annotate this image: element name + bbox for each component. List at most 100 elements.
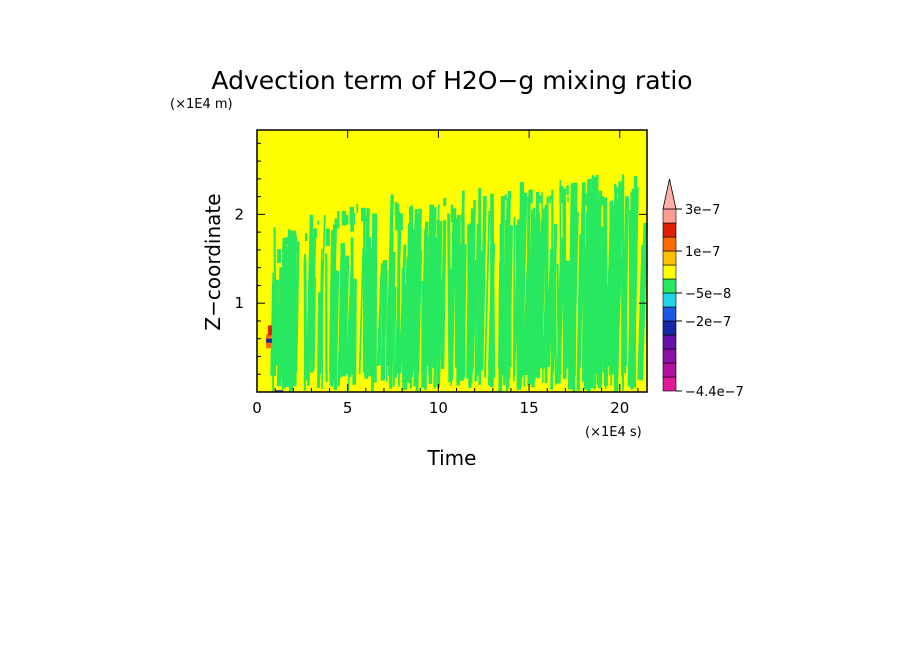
heatmap-streak [584,212,589,375]
heatmap-streak [333,270,340,390]
heatmap-streak [541,191,544,383]
heatmap-streak [347,257,354,391]
heatmap-streak [287,261,293,380]
heatmap-cool-spot [266,338,273,343]
heatmap-streak [545,248,555,368]
heatmap-streak [421,221,429,371]
y-axis: 12 [234,142,647,375]
x-tick-label: 0 [252,399,262,417]
heatmap-streak [342,255,350,377]
colorbar-swatch [662,306,677,322]
heatmap-streak [631,187,639,369]
heatmap-streak [571,211,579,366]
colorbar-swatch [662,208,677,224]
heatmap-streak [397,227,401,387]
plot-area [257,130,648,393]
heatmap-streak [477,272,482,376]
heatmap-streak [591,209,596,370]
heatmap-streak-top [285,237,289,245]
heatmap-streak-top [572,182,577,193]
heatmap-streak [276,267,284,387]
heatmap-streak-top [345,215,349,225]
colorbar-label: 1e−7 [685,245,720,260]
heatmap-streak [471,264,478,369]
heatmap-streak-top [583,192,587,206]
heatmap-streak [376,263,384,366]
heatmap-streak [294,241,300,373]
colorbar-swatch [662,250,677,266]
heatmap-streak-top [277,249,282,264]
y-unit-label: (×1E4 m) [170,97,233,112]
heatmap-streak [368,248,375,377]
heatmap-streak [316,292,322,388]
heatmap-streak [638,222,648,381]
plot-frame [256,129,648,393]
colorbar-label: −2e−7 [685,315,731,330]
heatmap-streak [307,240,315,386]
heatmap-streak-top [351,213,355,225]
heatmap-streak-top [350,221,355,232]
heatmap-streak [603,197,608,387]
heatmap-streak-top [443,197,447,207]
heatmap-streak [567,183,575,390]
heatmap-streak [318,248,323,380]
heatmap-streak-top [566,185,569,195]
heatmap-streak [401,273,405,389]
heatmap-streak [447,213,452,383]
heatmap-streak [550,224,558,373]
x-tick-label: 10 [429,399,448,417]
heatmap-streak-top [614,188,620,193]
heatmap-streak [274,279,279,366]
colorbar-label: −4.4e−7 [685,385,744,400]
heatmap-streak-top [559,185,564,204]
heatmap-streak [484,211,491,378]
colorbar-label: 3e−7 [685,203,720,218]
heatmap-streak [411,229,417,372]
heatmap-streak [562,188,567,379]
colorbar-swatch [662,348,677,364]
heatmap-streak-top [574,188,577,193]
heatmap-streak [589,175,595,388]
heatmap-streak [310,277,316,371]
heatmap-streak-top [325,228,330,247]
colorbar-swatch [662,362,677,378]
heatmap-streak-top [507,197,510,215]
heatmap-streak [627,188,637,387]
heatmap-streak-top [633,176,638,188]
colorbar-swatch [662,222,677,238]
heatmap-streak-top [317,220,320,225]
colorbar-label: −5e−8 [685,287,731,302]
heatmap-streak [358,248,365,375]
heatmap-streak [499,196,506,368]
colorbar-swatch [662,236,677,252]
heatmap-cool-spot [275,390,284,393]
heatmap-streak-top [292,235,298,254]
heatmap-streak [505,241,513,392]
heatmap-streak-top [539,195,542,204]
heatmap-streak [415,208,422,371]
heatmap-streak-top [356,203,359,213]
y-tick-label: 2 [234,205,244,223]
heatmap-streak [432,237,438,368]
heatmap-streak [556,264,560,367]
heatmap-streak [597,226,606,389]
heatmap-streak-top [529,189,533,204]
heatmap-streak [436,219,440,373]
heatmap-streak-top [287,234,292,242]
heatmap-streak-top [312,228,317,239]
heatmap-streak-top [304,233,308,242]
heatmap-streak [512,219,520,376]
colorbar-swatch [662,278,677,294]
heatmap-streak [523,281,529,387]
x-axis: 0 5 10 15 20 [252,130,639,417]
heatmap-streak [490,233,496,378]
heatmap-streak-top [332,224,337,242]
colorbar-swatch [662,376,677,392]
colorbar-swatch [662,292,677,308]
heatmap-streak [285,252,289,381]
colorbar-extension-arrow [662,178,677,210]
heatmap-streak [364,268,371,379]
heatmap-streak-top [349,208,353,225]
heatmap-streak [474,223,480,382]
